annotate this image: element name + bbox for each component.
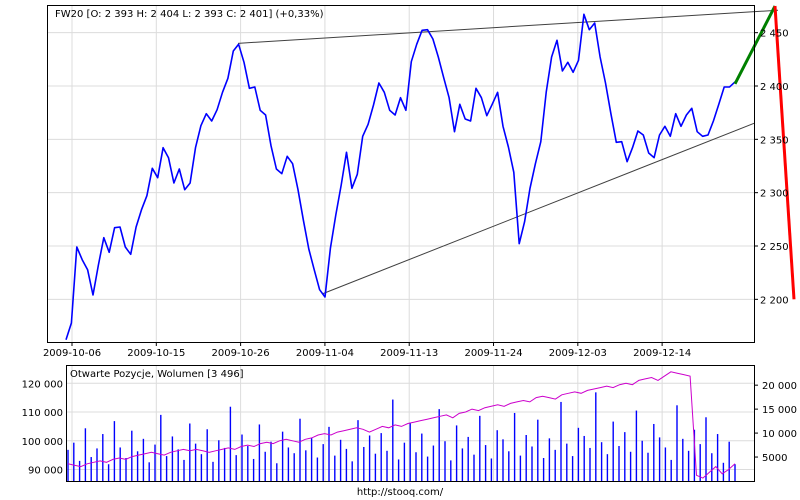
volume-tick-label: 5000 [762,453,787,464]
date-tick-label: 2009-10-26 [212,348,270,359]
price-panel-frame [47,5,755,343]
price-line [65,13,736,340]
price-y-tick-label: 2 400 [760,82,789,93]
date-tick-label: 2009-10-15 [127,348,185,359]
date-tick-label: 2009-11-04 [296,348,354,359]
volume-title: Otwarte Pozycje, Wolumen [3 496] [70,369,244,380]
price-y-axis: 2 200 2 250 2 300 2 350 2 400 2 450 [754,29,789,306]
volume-tick-label: 10 000 [762,429,797,440]
date-tick-label: 2009-12-03 [549,348,607,359]
volume-tick-label: 15 000 [762,405,797,416]
volume-panel: Otwarte Pozycje, Wolumen [3 496] 90 000 1… [22,365,797,482]
volume-bars [67,392,736,481]
price-y-tick-label: 2 200 [760,295,789,306]
open-interest-tick-label: 90 000 [28,466,63,477]
open-interest-tick-label: 100 000 [22,437,63,448]
trendlines [237,9,779,295]
price-y-tick-label: 2 450 [760,29,789,40]
volume-tick-label: 20 000 [762,381,797,392]
price-grid [48,6,754,342]
date-tick-label: 2009-12-14 [633,348,691,359]
date-tick-label: 2009-11-24 [464,348,522,359]
price-y-tick-label: 2 300 [760,189,789,200]
open-interest-path [67,371,736,479]
price-panel: FW20 [O: 2 393 H: 2 404 L: 2 393 C: 2 40… [43,5,796,359]
volume-panel-frame [66,365,755,482]
date-x-axis: 2009-10-06 2009-10-15 2009-10-26 2009-11-04… [43,342,691,359]
lower-trendline [321,122,755,295]
volume-y-axis: 5000 10 000 15 000 20 000 [754,381,797,464]
open-interest-tick-label: 120 000 [22,379,63,390]
open-interest-tick-label: 110 000 [22,408,63,419]
projection-down-line [773,5,796,300]
date-tick-label: 2009-10-06 [43,348,101,359]
date-tick-label: 2009-11-13 [380,348,438,359]
price-y-tick-label: 2 350 [760,135,789,146]
source-footer: http://stooq.com/ [357,487,444,498]
open-interest-line [67,371,736,479]
price-y-tick-label: 2 250 [760,242,789,253]
upper-trendline [237,9,779,44]
price-title: FW20 [O: 2 393 H: 2 404 L: 2 393 C: 2 40… [55,9,324,20]
open-interest-y-axis: 90 000 100 000 110 000 120 000 [22,379,63,476]
price-series [65,5,796,340]
